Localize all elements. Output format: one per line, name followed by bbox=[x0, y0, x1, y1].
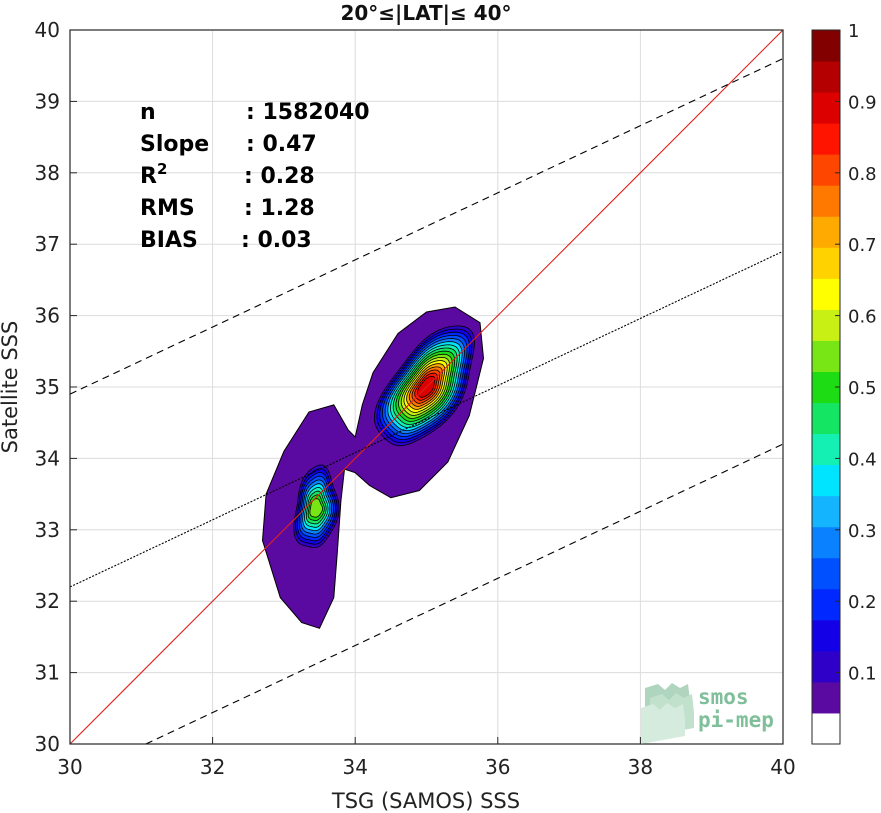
logo-text-pimep: pi-mep bbox=[698, 708, 774, 732]
density-contours bbox=[261, 306, 485, 629]
colorbar-tick-label: 0.3 bbox=[848, 521, 877, 542]
colorbar-segment bbox=[812, 526, 840, 559]
x-axis-ticks: 30 32 34 36 38 40 bbox=[57, 737, 796, 779]
logo-mark bbox=[641, 683, 694, 744]
stat-label: n bbox=[140, 100, 156, 125]
y-axis-label: Satellite SSS bbox=[0, 321, 22, 454]
y-tick-label: 37 bbox=[35, 232, 60, 256]
x-tick-label: 38 bbox=[628, 755, 653, 779]
colorbar-ticks: 0.1 0.2 0.3 0.4 0.5 0.6 0.7 0.8 0.9 1 bbox=[835, 21, 877, 685]
reference-lines bbox=[70, 30, 783, 744]
colorbar-segment bbox=[812, 278, 840, 310]
colorbar-tick-label: 1 bbox=[848, 21, 859, 42]
colorbar-segment bbox=[812, 154, 840, 186]
y-tick-label: 35 bbox=[35, 375, 60, 399]
y-tick-label: 31 bbox=[35, 661, 60, 685]
x-tick-label: 36 bbox=[485, 755, 510, 779]
stat-label: Slope bbox=[140, 132, 209, 157]
y-axis-ticks: 30 31 32 33 34 35 36 37 38 39 40 bbox=[35, 18, 77, 756]
contour-level bbox=[309, 498, 323, 518]
colorbar-segment bbox=[812, 247, 840, 279]
stat-value: : 0.03 bbox=[241, 228, 312, 253]
colorbar-segment bbox=[812, 650, 840, 683]
y-tick-label: 40 bbox=[35, 18, 60, 42]
colorbar-segment bbox=[812, 216, 840, 248]
colorbar-tick-label: 0.5 bbox=[848, 378, 877, 399]
colorbar-tick-label: 0.6 bbox=[848, 307, 877, 328]
y-tick-label: 33 bbox=[35, 518, 60, 542]
colorbar-segment bbox=[812, 340, 840, 372]
y-tick-label: 39 bbox=[35, 89, 60, 113]
colorbar-segment bbox=[812, 402, 840, 435]
stat-value: : 0.47 bbox=[246, 132, 317, 157]
logo-text-smos: smos bbox=[698, 685, 749, 709]
x-tick-label: 34 bbox=[342, 755, 367, 779]
smos-pimep-logo: smos pi-mep bbox=[641, 683, 774, 744]
chart-title: 20°≤|LAT|≤ 40° bbox=[340, 1, 511, 25]
colorbar-segment bbox=[812, 557, 840, 590]
colorbar-segment bbox=[812, 712, 840, 745]
x-tick-label: 32 bbox=[200, 755, 225, 779]
colorbar-tick-label: 0.2 bbox=[848, 592, 877, 613]
colorbar bbox=[811, 29, 841, 745]
y-tick-label: 32 bbox=[35, 589, 60, 613]
stat-value: : 1582040 bbox=[246, 100, 370, 125]
stat-label: BIAS bbox=[140, 228, 198, 253]
colorbar-segment bbox=[812, 309, 840, 341]
colorbar-segment bbox=[812, 681, 840, 714]
y-tick-label: 34 bbox=[35, 446, 60, 470]
one-to-one-line bbox=[70, 30, 783, 744]
colorbar-segment bbox=[812, 185, 840, 217]
stat-value: : 0.28 bbox=[244, 164, 315, 189]
colorbar-segment bbox=[812, 588, 840, 621]
y-tick-label: 36 bbox=[35, 304, 60, 328]
colorbar-segment bbox=[812, 619, 840, 652]
colorbar-tick-label: 0.1 bbox=[848, 664, 877, 685]
regression-line bbox=[70, 250, 783, 588]
stat-value: : 1.28 bbox=[244, 196, 315, 221]
colorbar-tick-label: 0.9 bbox=[848, 92, 877, 113]
colorbar-segment bbox=[812, 92, 840, 124]
x-tick-label: 40 bbox=[770, 755, 795, 779]
colorbar-segment bbox=[812, 61, 840, 93]
y-tick-label: 38 bbox=[35, 161, 60, 185]
x-tick-label: 30 bbox=[57, 755, 82, 779]
colorbar-segment bbox=[812, 495, 840, 528]
colorbar-tick-label: 0.8 bbox=[848, 164, 877, 185]
x-axis-label: TSG (SAMOS) SSS bbox=[331, 789, 520, 813]
y-tick-label: 30 bbox=[35, 732, 60, 756]
colorbar-segment bbox=[812, 464, 840, 497]
stat-superscript: 2 bbox=[157, 160, 167, 178]
colorbar-tick-label: 0.4 bbox=[848, 449, 877, 470]
colorbar-segment bbox=[812, 123, 840, 155]
stat-label: RMS bbox=[140, 196, 195, 221]
colorbar-segment bbox=[812, 433, 840, 466]
colorbar-segment bbox=[812, 30, 840, 62]
colorbar-tick-label: 0.7 bbox=[848, 235, 877, 256]
